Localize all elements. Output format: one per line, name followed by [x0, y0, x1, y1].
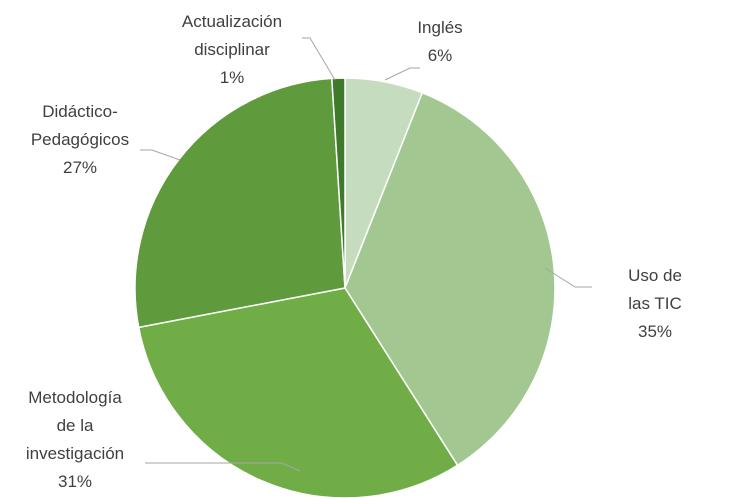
- data-label: Uso de las TIC 35%: [615, 262, 695, 346]
- data-label: Didáctico- Pedagógicos 27%: [31, 98, 129, 182]
- pie-slice: [344, 91, 556, 467]
- leader-line: [544, 267, 592, 288]
- data-label: Metodología de la investigación 31%: [26, 384, 124, 496]
- value-label: 27%: [62, 158, 98, 177]
- pie-slice: [137, 287, 459, 498]
- value-label: 6%: [427, 46, 453, 65]
- value-label: 1%: [219, 68, 245, 87]
- data-label: Actualización disciplinar 1%: [182, 8, 282, 92]
- category-label: Inglés: [417, 18, 463, 37]
- value-label: 35%: [637, 322, 673, 341]
- category-label: Didáctico- Pedagógicos: [30, 102, 130, 149]
- data-label: Inglés 6%: [417, 14, 462, 70]
- leader-line: [145, 462, 301, 472]
- pie-slice: [134, 77, 346, 329]
- category-label: Uso de las TIC: [628, 266, 682, 313]
- category-label: Metodología de la investigación: [25, 388, 125, 463]
- pie-slice: [331, 77, 346, 289]
- leader-line: [140, 149, 181, 161]
- category-label: Actualización disciplinar: [181, 12, 283, 59]
- leader-line: [384, 67, 420, 81]
- value-label: 31%: [57, 472, 93, 491]
- leader-line: [302, 37, 336, 81]
